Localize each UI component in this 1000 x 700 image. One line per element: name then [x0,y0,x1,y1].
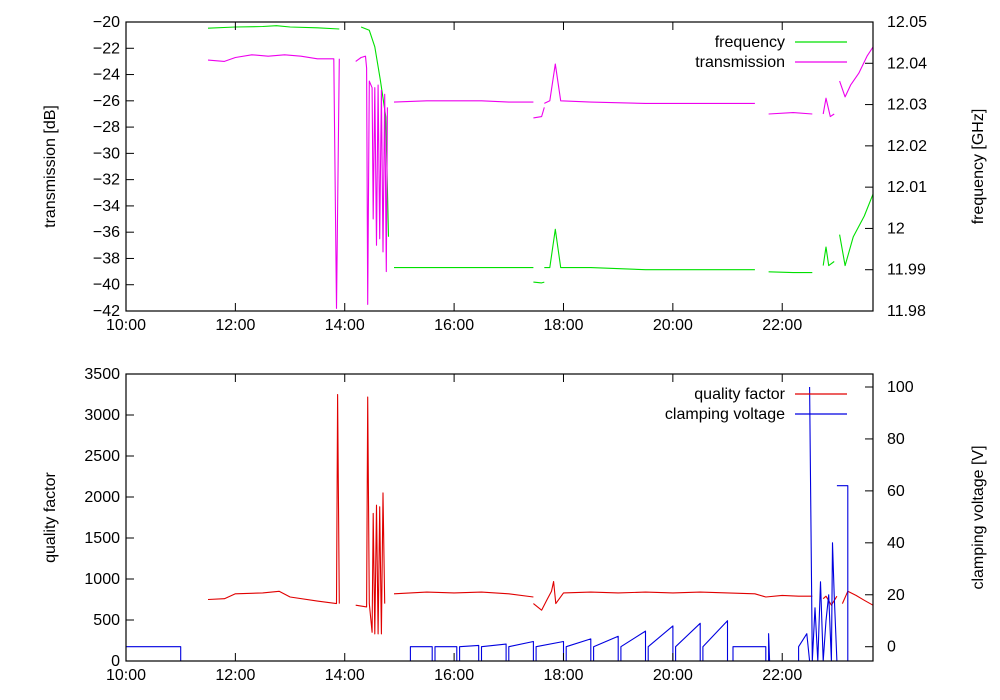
x-tick-label: 18:00 [543,317,583,334]
quality-factor-line-segment [207,393,340,605]
legend-label-clamping-voltage: clamping voltage [665,406,785,423]
frequency-line-segment [360,26,390,237]
y2-tick-label: 60 [887,483,905,500]
y-tick-label: −38 [93,250,120,267]
y2-tick-label: 12.02 [887,138,927,155]
quality-factor-line-segment [393,591,534,598]
x-tick-label: 12:00 [215,317,255,334]
y-tick-label: 2500 [84,448,120,465]
transmission-line-segment [355,55,388,305]
frequency-line-segment [839,193,873,267]
y-tick-label: 0 [111,653,120,670]
y2-tick-label: 12.05 [887,14,927,31]
y2-axis-title: clamping voltage [V] [970,445,987,589]
x-tick-label: 10:00 [106,667,146,684]
transmission-line-segment [839,46,873,98]
y-tick-label: −26 [93,93,120,110]
y-tick-label: 1500 [84,530,120,547]
y-tick-label: −42 [93,303,120,320]
x-tick-label: 22:00 [762,317,802,334]
x-tick-label: 16:00 [434,667,474,684]
y-tick-label: −28 [93,119,120,136]
x-tick-label: 20:00 [653,317,693,334]
bottom-panel-quality-factor-clamping-voltage: 10:00 12:00 14:00 16:00 18:00 20:00 22:00 0 500 1… [42,366,987,684]
y-tick-label: −30 [93,145,120,162]
quality-factor-line-segment [533,580,813,611]
clamping-voltage-line-segment [798,633,811,661]
x-tick-label: 18:00 [543,667,583,684]
plot-frame [125,21,874,312]
x-tick-label: 12:00 [215,667,255,684]
y2-tick-label: 20 [887,587,905,604]
legend-label-quality-factor: quality factor [694,386,785,403]
y-tick-label: −40 [93,277,120,294]
y2-tick-label: 40 [887,535,905,552]
transmission-line-segment [822,97,835,118]
y2-tick-label: 12.04 [887,55,927,72]
y2-tick-label: 100 [887,379,914,396]
clamping-voltage-line-segment [836,485,849,661]
x-tick-label: 20:00 [653,667,693,684]
clamping-voltage-line-segment [768,633,771,661]
y2-axis-title: frequency [GHz] [970,109,987,225]
y2-tick-label: 0 [887,639,896,656]
legend-label-transmission: transmission [695,54,785,71]
plot-area [126,386,873,661]
quality-factor-line-segment [355,396,386,635]
top-panel-transmission-frequency: 10:00 12:00 14:00 16:00 18:00 20:00 22:00 −42 −4… [42,14,987,334]
y-tick-label: 3000 [84,407,120,424]
y2-tick-label: 11.98 [887,303,926,320]
y2-tick-label: 12.03 [887,97,927,114]
transmission-line-segment [768,112,813,115]
clamping-voltage-line-segment [409,620,767,661]
y-axis-title: transmission [dB] [42,105,59,228]
y-axis-title: quality factor [42,471,59,562]
x-tick-label: 14:00 [325,667,365,684]
y-tick-label: −34 [93,198,120,215]
y2-tick-label: 12.01 [887,179,927,196]
transmission-line-segment [393,100,534,103]
transmission-line-segment [533,107,545,119]
y-tick-label: −20 [93,14,120,31]
y-tick-label: 1000 [84,571,120,588]
transmission-line-segment [544,63,755,104]
legend: frequency transmission [695,34,847,71]
y-tick-label: −36 [93,224,120,241]
y-tick-label: 3500 [84,366,120,383]
x-tick-label: 10:00 [106,317,146,334]
x-tick-label: 22:00 [762,667,802,684]
y-tick-label: 2000 [84,489,120,506]
legend-label-frequency: frequency [715,34,785,51]
frequency-line-segment [768,271,813,274]
y-tick-label: −32 [93,172,120,189]
x-tick-label: 14:00 [325,317,365,334]
y-tick-label: 500 [93,612,120,629]
y-tick-label: −22 [93,40,120,57]
legend: quality factor clamping voltage [665,386,847,423]
frequency-line-segment [533,281,545,284]
quality-factor-line-segment [841,590,873,606]
x-tick-label: 16:00 [434,317,474,334]
frequency-line-segment [822,246,835,267]
plot-area [207,25,873,309]
clamping-voltage-line-segment [809,386,838,661]
clamping-voltage-line-segment [126,646,182,661]
frequency-line-segment [207,25,340,30]
y-tick-label: −24 [93,67,120,84]
y2-tick-label: 12 [887,220,905,237]
y2-tick-label: 80 [887,431,905,448]
plot-frame [125,373,874,662]
y2-tick-label: 11.99 [887,262,926,279]
frequency-line-segment [544,228,755,271]
transmission-line-segment [207,54,340,309]
